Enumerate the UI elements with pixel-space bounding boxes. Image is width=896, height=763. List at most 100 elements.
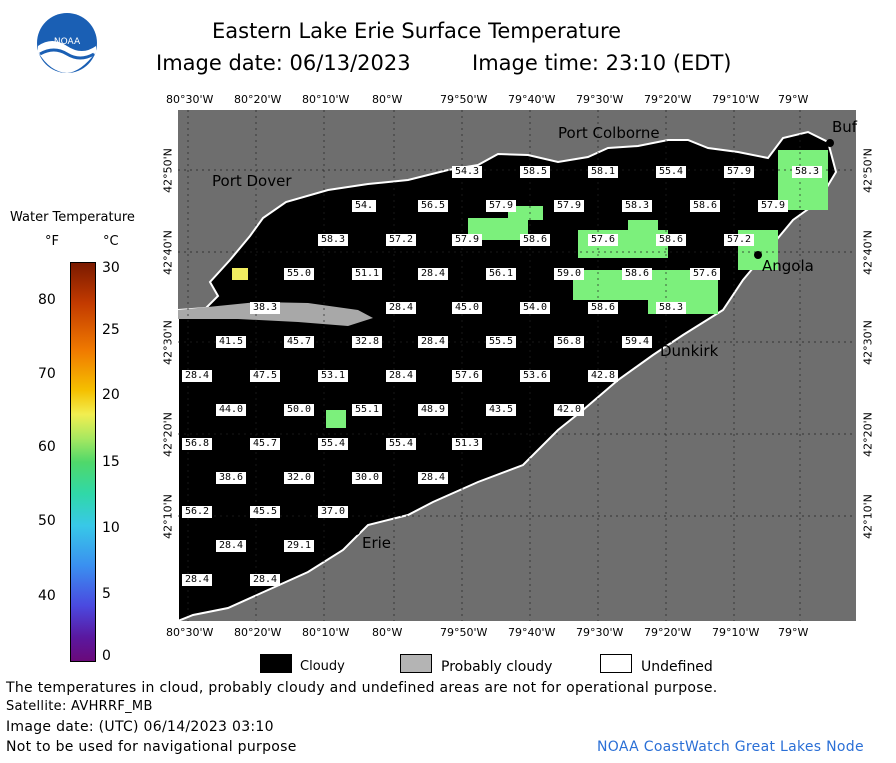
temperature-label: 58.5 — [520, 166, 551, 178]
colorbar — [70, 262, 96, 662]
colorbar-c-tick: 25 — [102, 322, 120, 338]
temperature-label: 38.3 — [250, 302, 281, 314]
temperature-label: 57.2 — [724, 234, 755, 246]
lat-label-left: 42°50'N — [161, 148, 175, 193]
temperature-label: 57.2 — [386, 234, 417, 246]
legend-cloudy-swatch — [260, 654, 292, 673]
colorbar-f-tick: 50 — [38, 513, 56, 529]
lat-label-right: 42°20'N — [861, 412, 875, 457]
image-date: Image date: 06/13/2023 — [156, 51, 411, 75]
temperature-label: 37.0 — [318, 506, 349, 518]
lon-label-top: 79°40'W — [508, 93, 556, 106]
legend-cloudy: Cloudy — [300, 659, 345, 674]
colorbar-c-tick: 15 — [102, 454, 120, 470]
temperature-label: 55.1 — [352, 404, 383, 416]
temperature-label: 57.6 — [452, 370, 483, 382]
lon-label-top: 79°W — [778, 93, 809, 106]
temperature-label: 28.4 — [216, 540, 247, 552]
temperature-label: 56.8 — [554, 336, 585, 348]
temperature-label: 58.6 — [520, 234, 551, 246]
footer-credit: NOAA CoastWatch Great Lakes Node — [597, 739, 864, 755]
colorbar-c-tick: 5 — [102, 586, 111, 602]
lat-label-left: 42°10'N — [161, 494, 175, 539]
legend-probably-cloudy: Probably cloudy — [441, 659, 553, 675]
temperature-label: 56.2 — [182, 506, 213, 518]
lon-label-bottom: 80°30'W — [166, 626, 214, 639]
colorbar-c-tick: 20 — [102, 387, 120, 403]
legend-undefined-swatch — [600, 654, 632, 673]
temperature-label: 57.9 — [758, 200, 789, 212]
temperature-label: 30.0 — [352, 472, 383, 484]
temperature-label: 32.0 — [284, 472, 315, 484]
temperature-label: 58.6 — [690, 200, 721, 212]
city-port-colborne: Port Colborne — [558, 124, 660, 142]
city-port-dover: Port Dover — [212, 172, 292, 190]
lon-label-bottom: 80°20'W — [234, 626, 282, 639]
lon-label-bottom: 80°10'W — [302, 626, 350, 639]
temperature-label: 59.0 — [554, 268, 585, 280]
lon-label-bottom: 79°50'W — [440, 626, 488, 639]
colorbar-f-tick: 80 — [38, 292, 56, 308]
noaa-logo: NOAA — [36, 12, 98, 74]
temperature-label: 55.4 — [318, 438, 349, 450]
colorbar-f-tick: 70 — [38, 366, 56, 382]
temperature-label: 48.9 — [418, 404, 449, 416]
temperature-label: 45.7 — [250, 438, 281, 450]
colorbar-unit-f: °F — [45, 234, 59, 249]
legend-undefined: Undefined — [641, 659, 713, 675]
temperature-label: 28.4 — [386, 370, 417, 382]
city-markers — [352, 139, 834, 535]
temperature-label: 28.4 — [418, 268, 449, 280]
temperature-label: 56.1 — [486, 268, 517, 280]
temperature-label: 57.9 — [486, 200, 517, 212]
temperature-label: 58.1 — [588, 166, 619, 178]
temperature-label: 58.3 — [656, 302, 687, 314]
temperature-label: 53.6 — [520, 370, 551, 382]
temperature-label: 28.4 — [182, 370, 213, 382]
temperature-label: 57.9 — [452, 234, 483, 246]
lake-erie-east — [177, 130, 838, 623]
temperature-label: 38.6 — [216, 472, 247, 484]
lon-label-top: 80°W — [372, 93, 403, 106]
lon-label-bottom: 79°40'W — [508, 626, 556, 639]
lat-label-right: 42°30'N — [861, 320, 875, 365]
city-angola: Angola — [762, 257, 814, 275]
temperature-label: 41.5 — [216, 336, 247, 348]
footer-nav-warning: Not to be used for navigational purpose — [6, 739, 297, 755]
lon-label-top: 79°30'W — [576, 93, 624, 106]
temperature-label: 45.7 — [284, 336, 315, 348]
temperature-label: 58.3 — [792, 166, 823, 178]
temperature-label: 58.3 — [318, 234, 349, 246]
temperature-label: 58.3 — [622, 200, 653, 212]
city-buffalo: Buf — [832, 118, 858, 136]
footer-satellite: Satellite: AVHRRF_MB — [6, 699, 153, 714]
temperature-label: 45.5 — [250, 506, 281, 518]
page-title: Eastern Lake Erie Surface Temperature — [212, 19, 622, 43]
lon-label-top: 80°20'W — [234, 93, 282, 106]
city-erie: Erie — [362, 534, 392, 552]
temperature-label: 42.8 — [588, 370, 619, 382]
temperature-label: 58.6 — [588, 302, 619, 314]
temperature-label: 29.1 — [284, 540, 315, 552]
logo-text: NOAA — [54, 37, 81, 47]
temperature-label: 42.0 — [554, 404, 585, 416]
lon-label-top: 80°30'W — [166, 93, 214, 106]
temperature-label: 57.6 — [588, 234, 619, 246]
temperature-label: 54.3 — [452, 166, 483, 178]
colorbar-unit-c: °C — [103, 234, 119, 249]
colorbar-c-tick: 10 — [102, 520, 120, 536]
temperature-label: 57.9 — [554, 200, 585, 212]
colorbar-f-tick: 40 — [38, 588, 56, 604]
lat-label-left: 42°30'N — [161, 320, 175, 365]
colorbar-c-tick: 0 — [102, 648, 111, 664]
lat-label-right: 42°10'N — [861, 494, 875, 539]
lat-label-right: 42°50'N — [861, 148, 875, 193]
temperature-label: 56.5 — [418, 200, 449, 212]
temperature-label: 47.5 — [250, 370, 281, 382]
temperature-label: 58.6 — [622, 268, 653, 280]
temperature-label: 58.6 — [656, 234, 687, 246]
lon-label-bottom: 79°10'W — [712, 626, 760, 639]
lon-label-bottom: 79°W — [778, 626, 809, 639]
lon-label-top: 79°50'W — [440, 93, 488, 106]
footer-disclaimer: The temperatures in cloud, probably clou… — [6, 680, 718, 696]
